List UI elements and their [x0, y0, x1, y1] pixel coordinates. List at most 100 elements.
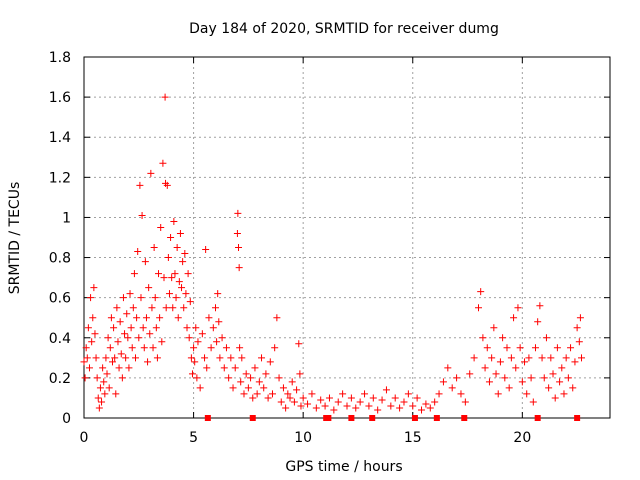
data-point: [279, 384, 287, 392]
data-point: [192, 324, 200, 332]
data-point: [84, 324, 92, 332]
data-point: [152, 324, 160, 332]
data-point: [158, 338, 166, 346]
data-point: [569, 384, 577, 392]
data-point: [125, 364, 133, 372]
data-point: [576, 314, 584, 322]
data-point: [297, 402, 305, 410]
data-point: [391, 394, 399, 402]
data-marker-square: [433, 415, 440, 421]
data-point: [249, 394, 257, 402]
data-point: [202, 246, 210, 254]
data-point: [94, 394, 102, 402]
data-point: [126, 290, 134, 298]
data-point: [227, 354, 235, 362]
data-point: [113, 304, 121, 312]
data-point: [185, 334, 193, 342]
data-point: [151, 294, 159, 302]
data-point: [488, 354, 496, 362]
data-point: [149, 344, 157, 352]
data-point: [499, 334, 507, 342]
data-point: [92, 354, 100, 362]
data-point: [119, 294, 127, 302]
data-marker-square: [204, 415, 211, 421]
data-point: [220, 364, 228, 372]
data-point: [296, 370, 304, 378]
data-point: [556, 378, 564, 386]
data-point: [503, 344, 511, 352]
data-point: [162, 304, 170, 312]
data-point: [282, 404, 290, 412]
y-axis-label: SRMTID / TECUs: [7, 182, 23, 295]
data-point: [387, 402, 395, 410]
data-point: [117, 350, 125, 358]
data-point: [266, 358, 274, 366]
data-point: [112, 390, 120, 398]
data-point: [100, 378, 108, 386]
data-point: [231, 364, 239, 372]
data-point: [510, 314, 518, 322]
axis-ticks: 0 5 10 15 20 0 0.2 0.4 0.6 0.8 1 1.2 1.4 1.6 1.8: [49, 50, 610, 446]
data-point: [404, 390, 412, 398]
data-point: [89, 314, 97, 322]
data-point: [536, 302, 544, 310]
data-point: [214, 290, 222, 298]
data-marker-square: [325, 415, 332, 421]
data-point: [93, 374, 101, 382]
data-point: [271, 344, 279, 352]
data-point: [96, 384, 104, 392]
data-point: [295, 340, 303, 348]
plot-frame: [83, 56, 611, 419]
data-point: [114, 338, 122, 346]
data-point: [225, 374, 233, 382]
data-marker-square: [411, 415, 418, 421]
data-point: [167, 234, 175, 241]
data-point: [188, 370, 196, 378]
data-point: [374, 406, 382, 414]
data-point: [85, 364, 93, 372]
data-point: [238, 354, 246, 362]
data-point: [235, 244, 243, 252]
data-point: [365, 402, 373, 410]
data-point: [88, 338, 96, 346]
data-point: [128, 344, 136, 352]
data-point: [212, 304, 219, 312]
data-point: [516, 344, 524, 352]
data-point: [156, 314, 164, 322]
data-point: [99, 364, 107, 372]
data-point: [186, 298, 194, 306]
data-point: [137, 294, 145, 302]
data-point: [496, 358, 504, 366]
data-point: [184, 270, 192, 278]
data-point: [334, 398, 342, 406]
data-point: [242, 370, 250, 378]
data-point: [145, 284, 153, 292]
data-point: [172, 294, 180, 302]
data-point: [233, 229, 241, 237]
data-point: [352, 404, 360, 412]
data-point: [153, 354, 161, 362]
data-point: [258, 354, 266, 362]
y-tick-label: 1.4: [49, 130, 71, 146]
data-point: [198, 330, 206, 338]
data-point: [196, 384, 204, 392]
data-point: [95, 404, 103, 412]
data-point: [173, 244, 181, 252]
data-point: [361, 390, 369, 398]
data-point: [222, 344, 230, 352]
data-marker-square: [369, 415, 376, 421]
data-marker-square: [348, 415, 355, 421]
data-point: [286, 394, 294, 402]
data-point: [453, 374, 461, 382]
data-point: [130, 270, 138, 278]
data-point: [91, 330, 99, 338]
data-point: [518, 378, 526, 386]
data-point: [308, 390, 316, 398]
data-point: [146, 330, 154, 338]
data-point: [444, 364, 452, 372]
data-point: [253, 390, 261, 398]
data-point: [299, 394, 307, 402]
data-point: [104, 334, 112, 342]
data-point: [477, 288, 485, 296]
data-point: [426, 404, 434, 412]
